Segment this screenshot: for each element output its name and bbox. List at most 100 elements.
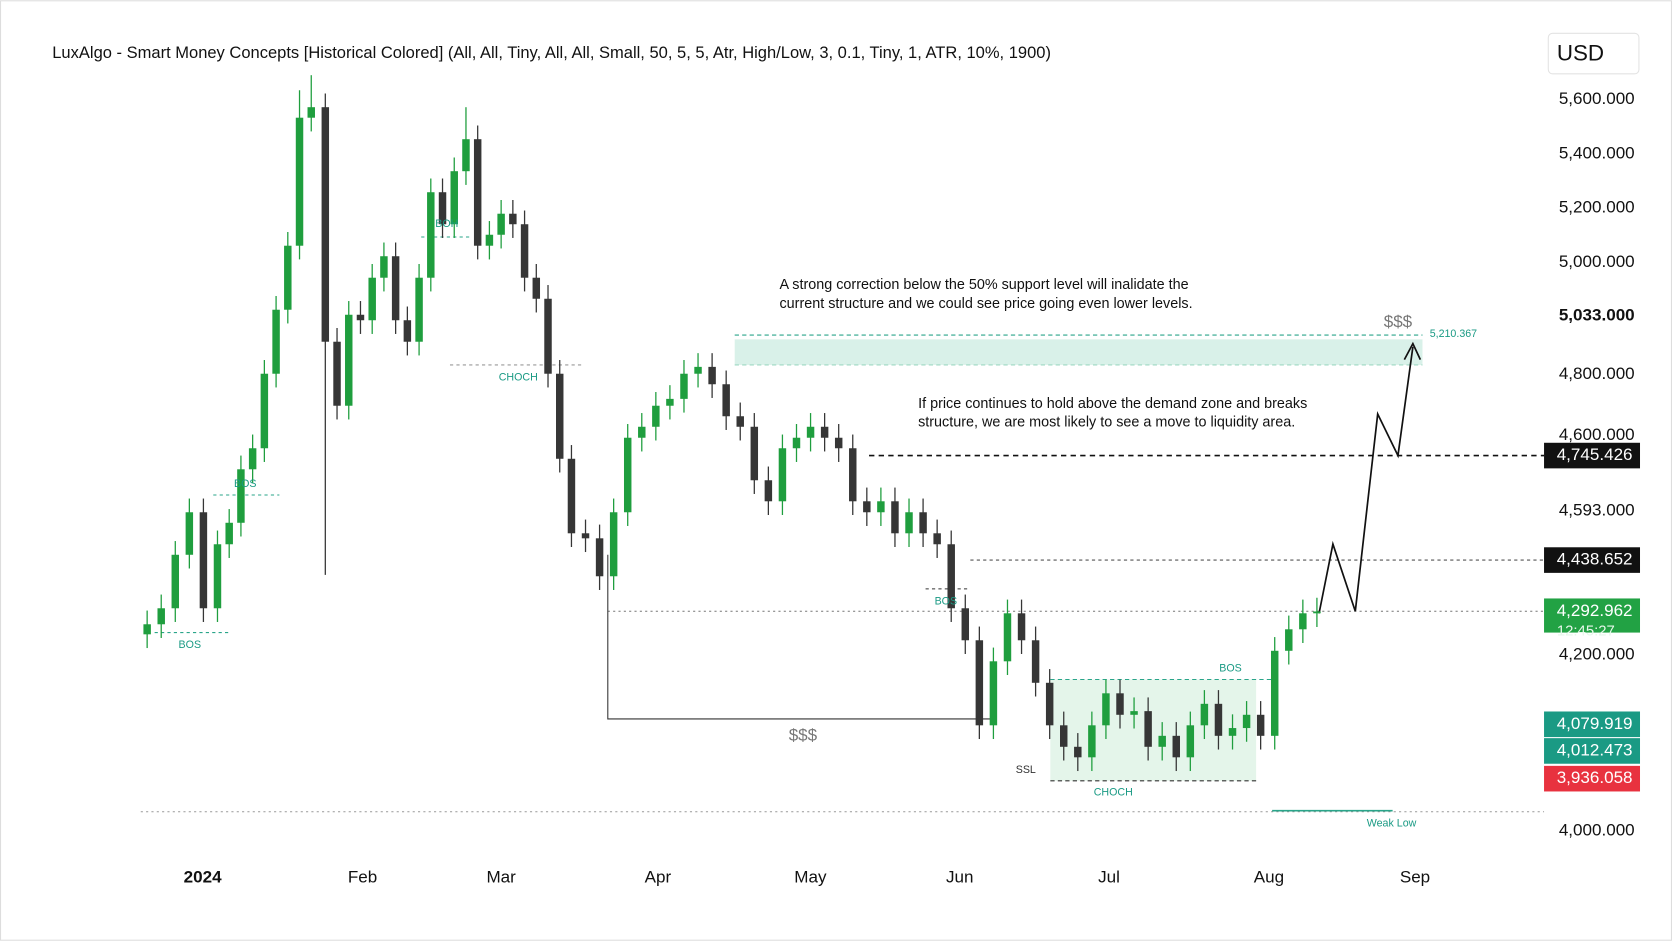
- annotation: $$$: [789, 726, 818, 745]
- candle-body: [933, 533, 941, 545]
- candle-body: [1158, 735, 1166, 747]
- note: A strong correction below the 50% suppor…: [779, 277, 1188, 293]
- candle-body: [975, 640, 984, 726]
- candle-body: [272, 309, 280, 374]
- candle-body: [485, 234, 494, 246]
- annotation: BOS: [179, 639, 202, 651]
- candle-body: [764, 480, 773, 502]
- candle-body: [225, 522, 233, 545]
- demand-zone: [1050, 679, 1257, 781]
- candle-body: [680, 373, 688, 399]
- candle-body: [307, 107, 315, 118]
- candle-body: [199, 512, 208, 609]
- price-label: 5,600.000: [1559, 89, 1635, 108]
- candle-body: [427, 192, 435, 278]
- annotation: BOH: [435, 218, 458, 230]
- candle-body: [185, 512, 194, 555]
- annotation: BOS: [935, 595, 958, 607]
- currency-button[interactable]: [1547, 32, 1640, 75]
- candle-body: [556, 373, 564, 459]
- candle-body: [1228, 728, 1237, 736]
- candle-body: [736, 416, 744, 427]
- currency[interactable]: USD: [1557, 41, 1604, 66]
- candle-body: [1214, 703, 1223, 736]
- candle-body: [722, 384, 730, 417]
- candle-body: [321, 107, 330, 342]
- price-badge: [1544, 765, 1641, 792]
- candle-body: [1102, 693, 1110, 726]
- candle-body: [284, 245, 292, 310]
- price-label: 5,033.000: [1559, 305, 1635, 324]
- candle-body: [961, 608, 970, 641]
- candle-body: [1285, 629, 1293, 651]
- candle-body: [391, 256, 400, 321]
- candle-body: [623, 437, 632, 513]
- candle-body: [919, 512, 927, 534]
- candle-body: [820, 426, 829, 438]
- candle-body: [260, 373, 269, 449]
- annotation: CHOCH: [499, 372, 538, 384]
- candle-body: [462, 139, 470, 172]
- candle-body: [905, 512, 913, 534]
- candle-body: [415, 277, 423, 342]
- candle-body: [544, 298, 552, 374]
- candle-body: [509, 213, 517, 225]
- candle-body: [806, 426, 815, 438]
- candle-body: [157, 608, 165, 625]
- candle-body: [237, 469, 245, 523]
- price-badge-label: 3,936.058: [1557, 768, 1633, 787]
- price-label: 4,593.000: [1559, 501, 1635, 520]
- projection: [1318, 346, 1414, 614]
- candle-body: [792, 437, 801, 449]
- candle-body: [708, 366, 716, 385]
- candle-body: [1172, 735, 1180, 758]
- candle-body: [1144, 711, 1152, 747]
- candle-body: [1299, 613, 1307, 630]
- candle-body: [248, 448, 257, 470]
- candle-body: [947, 544, 955, 609]
- candle-body: [834, 437, 843, 449]
- candle-body: [1130, 711, 1138, 715]
- projection-arrow: [1403, 341, 1422, 361]
- chart-title: LuxAlgo - Smart Money Concepts [Historic…: [52, 43, 1051, 62]
- candle-body: [213, 544, 222, 609]
- x-tick-label: 2024: [184, 867, 222, 886]
- price-badge: [1544, 442, 1641, 469]
- candle-body: [567, 458, 576, 534]
- candle-body: [750, 426, 759, 481]
- x-tick-label: Aug: [1254, 867, 1284, 886]
- x-tick-label: May: [794, 867, 827, 886]
- x-tick-label: Apr: [645, 867, 672, 886]
- candle-body: [1186, 725, 1195, 758]
- x-tick-label: Feb: [348, 867, 377, 886]
- candle-body: [1017, 613, 1026, 641]
- price-badge-label: 4,438.652: [1557, 550, 1633, 569]
- x-tick-label: Mar: [486, 867, 516, 886]
- candle-body: [345, 314, 353, 406]
- candle-body: [595, 538, 604, 577]
- candle-body: [849, 448, 857, 502]
- price-badge-label: 4,745.426: [1557, 445, 1633, 464]
- candle-body: [497, 213, 505, 235]
- annotation: BOS: [1219, 663, 1242, 675]
- candle-body: [1313, 611, 1321, 614]
- candle-body: [1074, 746, 1082, 758]
- candle-body: [989, 661, 998, 726]
- candle-body: [295, 117, 304, 246]
- liquidity-zone: [734, 339, 1423, 365]
- x-tick-label: Jun: [946, 867, 974, 886]
- note: If price continues to hold above the dem…: [918, 396, 1307, 412]
- price-label: 4,000.000: [1559, 820, 1635, 839]
- price-label: 4,600.000: [1559, 425, 1635, 444]
- candle-body: [1242, 714, 1251, 729]
- price-label: 5,200.000: [1559, 198, 1635, 217]
- candle-body: [581, 533, 590, 539]
- candle-body: [356, 314, 365, 321]
- annotation: BOS: [234, 478, 257, 490]
- candle-body: [609, 512, 618, 577]
- candle-body: [143, 624, 151, 635]
- x-tick-label: Jul: [1098, 867, 1120, 886]
- candle-body: [891, 501, 899, 534]
